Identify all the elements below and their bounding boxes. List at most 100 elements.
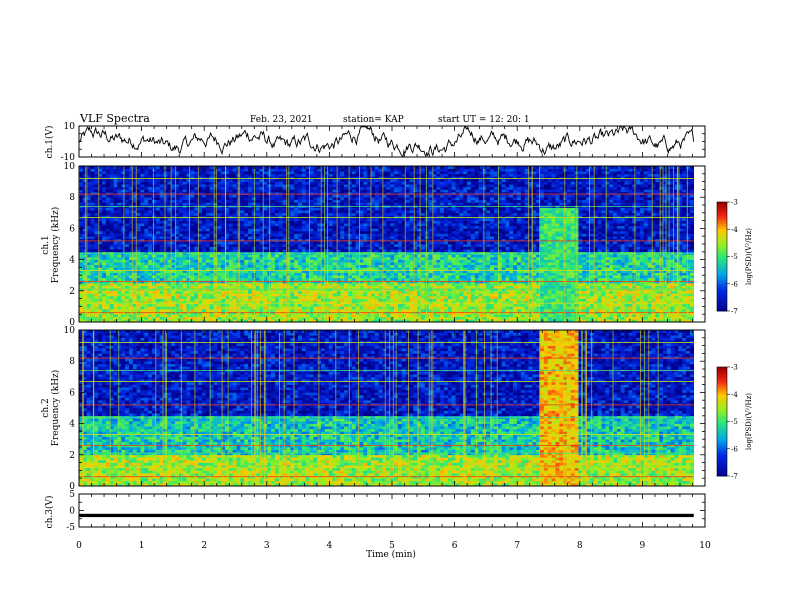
ch1-spec-cell [186, 316, 191, 320]
ch1-spec-cell [98, 301, 103, 305]
ch1-spec-cell [467, 257, 472, 260]
ch1-spec-cell [278, 319, 283, 323]
ch1-spec-cell [347, 319, 353, 323]
ch1-spec-cell [639, 309, 645, 312]
ch1-spec-cell [332, 314, 337, 318]
ch1-spec-cell [401, 298, 406, 302]
ch1-spec-cell [455, 244, 460, 247]
ch1-spec-cell [528, 257, 533, 260]
ch1-spec-cell [647, 259, 652, 263]
ch1-spec-cell [359, 290, 364, 294]
ch1-spec-cell [102, 244, 107, 247]
ch1-spec-cell [128, 319, 134, 323]
ch1-spec-cell [455, 290, 460, 294]
ch1-spec-cell [509, 283, 514, 286]
ch1-spec-cell [228, 290, 233, 294]
ch1-spec-cell [324, 309, 330, 312]
ch1-spec-cell [413, 249, 418, 253]
ch1-spec-cell [559, 306, 564, 310]
ch1-spec-cell [620, 298, 625, 302]
ch1-spec-cell [686, 264, 691, 268]
ch1-spec-cell [144, 244, 149, 247]
ch1-spec-cell [536, 259, 541, 263]
ch1-spec-cell [232, 262, 237, 266]
ch1-spec-cell [301, 262, 306, 266]
ch1-spec-cell [113, 275, 118, 279]
ch1-spec-cell [643, 309, 648, 312]
ch1-spec-cell [340, 244, 345, 247]
ch1-spec-cell [98, 293, 103, 297]
ch1-spec-cell [332, 277, 337, 281]
ch1-spec-cell [601, 254, 606, 258]
ch1-spec-cell [186, 275, 191, 279]
ch1-spec-cell [344, 246, 349, 250]
ch1-spec-cell [259, 272, 264, 276]
ch1-spec-cell [301, 270, 306, 273]
ch1-spec-cell [374, 306, 379, 310]
ch1-spec-cell [225, 303, 230, 307]
ch1-spec-cell [547, 285, 552, 289]
ch1-spec-cell [647, 296, 652, 299]
ch1-spec-cell [632, 293, 637, 297]
ch1-spec-cell [301, 259, 306, 263]
ch1-spec-cell [674, 246, 679, 250]
ch1-spec-cell [367, 296, 372, 299]
ch1-spec-cell [628, 298, 633, 302]
ch1-spec-cell [490, 249, 495, 253]
ch1-spec-cell [551, 244, 556, 247]
ch1-spec-cell [228, 241, 233, 245]
ch1-spec-cell [547, 249, 552, 253]
ch1-spec-cell [532, 298, 537, 302]
ch1-spec-cell [478, 316, 483, 320]
ch1-spec-cell [497, 272, 502, 276]
ch1-spec-cell [79, 303, 84, 307]
ch1-spec-cell [551, 257, 556, 260]
ch1-spec-cell [194, 316, 199, 320]
ch1-spec-cell [148, 241, 153, 245]
ch1-spec-cell [205, 259, 210, 263]
ch1-spec-cell [248, 262, 253, 266]
ch1-spec-cell [98, 257, 103, 260]
ch1-spec-cell [482, 249, 487, 253]
ch1-spec-cell [582, 277, 587, 281]
ch1-spec-cell [351, 244, 356, 247]
ch1-spec-cell [201, 277, 207, 281]
ch1-spec-cell [332, 319, 337, 323]
ch1-spec-cell [321, 249, 326, 253]
ch1-spec-cell [474, 259, 479, 263]
ch1-spec-cell [301, 267, 306, 271]
ch1-spec-cell [167, 293, 172, 297]
ch1-spec-cell [213, 275, 218, 279]
ch1-spec-cell [409, 314, 414, 318]
ch1-spec-cell [213, 303, 218, 307]
ch1-spec-cell [132, 270, 137, 273]
ch1-spec-cell [444, 301, 449, 305]
ch1-spec-cell [605, 298, 610, 302]
ch1-spec-cell [359, 309, 364, 312]
ch1-spec-cell [86, 249, 91, 253]
ch1-spec-cell [459, 293, 464, 297]
ch1-spec-cell [148, 257, 153, 260]
ch1-spec-cell [670, 285, 675, 289]
ch1-spec-cell [444, 306, 449, 310]
ch1-spec-cell [624, 244, 629, 247]
ch1-spec-cell [132, 319, 137, 323]
ch1-spec-cell [152, 290, 157, 294]
ch1-spec-cell [140, 267, 145, 271]
ch1-spec-cell [328, 306, 333, 310]
ch1-spec-cell [255, 283, 260, 286]
ch1-spec-cell [570, 306, 575, 310]
ch1-spec-cell [417, 301, 422, 305]
ch1-spec-cell [601, 283, 606, 286]
ch1-spec-cell [344, 244, 349, 247]
ch1-spec-cell [678, 264, 683, 268]
ch1-spec-cell [486, 254, 491, 258]
ch1-spec-cell [259, 257, 264, 260]
ch1-spec-cell [647, 285, 652, 289]
ch1-spec-cell [386, 249, 391, 253]
ch1-spec-cell [205, 293, 210, 297]
ch1-spec-cell [413, 264, 418, 268]
ch1-spec-cell [171, 316, 176, 320]
ch1-spec-cell [405, 290, 410, 294]
ch1-spec-cell [225, 259, 230, 263]
